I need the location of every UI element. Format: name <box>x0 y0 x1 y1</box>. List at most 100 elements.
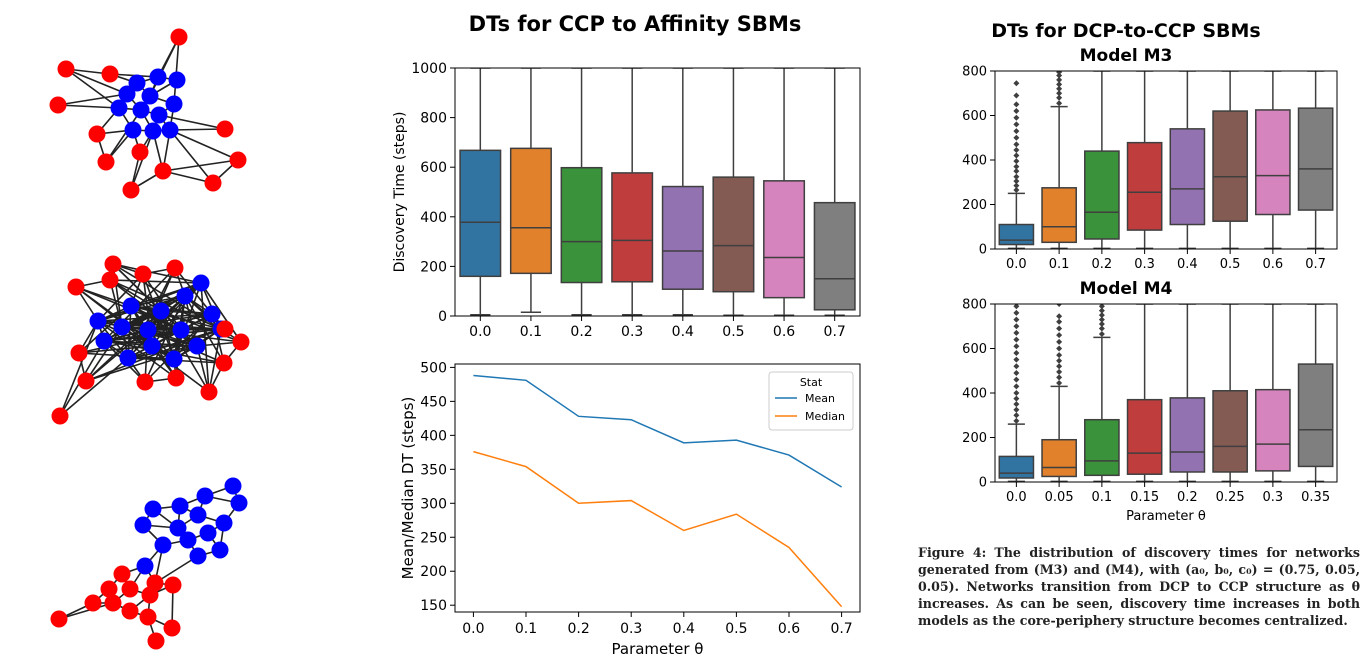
box-0.4 <box>1169 128 1206 226</box>
x-tick-label: 0.7 <box>824 324 846 340</box>
core-node <box>199 524 217 542</box>
series-line-median <box>473 450 843 608</box>
outlier-point <box>1013 406 1020 413</box>
x-tick-label: 0.6 <box>773 324 795 340</box>
mean-median-line-chart: 150 200 250 300 350 400 450 500 0.0 0.1 0.2 0.3 0.4 0… <box>399 360 861 658</box>
y-tick-label: 400 <box>420 210 447 226</box>
outlier-point <box>1056 313 1063 320</box>
y-tick-label: 400 <box>962 154 987 169</box>
outlier-point <box>1056 100 1063 107</box>
outlier-point <box>1013 168 1020 175</box>
outlier-point <box>1056 363 1063 370</box>
network-edge <box>174 267 213 315</box>
periphery-node <box>134 265 152 283</box>
core-node <box>149 68 167 86</box>
x-tick-label: 0.4 <box>672 324 694 340</box>
outlier-point <box>1013 304 1020 310</box>
box-0.0 <box>459 149 502 278</box>
periphery-node <box>122 181 140 199</box>
periphery-node <box>164 576 182 594</box>
x-tick-label: 0.1 <box>1049 257 1070 272</box>
y-tick-label: 0 <box>438 309 447 325</box>
outlier-point <box>1013 158 1020 165</box>
network-edge <box>130 130 154 191</box>
core-node <box>188 337 206 355</box>
outlier-point <box>1056 304 1063 307</box>
network-illustrations <box>49 28 250 650</box>
x-tick-label: 0.7 <box>830 621 852 637</box>
network-edge <box>127 267 176 359</box>
periphery-node <box>70 344 88 362</box>
periphery-node <box>51 407 69 425</box>
network-edge <box>105 109 142 163</box>
box-0.6 <box>763 180 806 299</box>
network-edge <box>97 320 177 379</box>
periphery-node <box>136 373 154 391</box>
network-edge <box>208 328 222 393</box>
periphery-node <box>200 383 218 401</box>
core-node <box>122 297 140 315</box>
box-0.05 <box>1041 438 1077 478</box>
network-edge <box>57 104 120 109</box>
outlier-point <box>1013 114 1020 121</box>
outlier-point <box>1013 383 1020 390</box>
x-tick-label: 0.4 <box>1177 257 1198 272</box>
core-node <box>141 87 159 105</box>
core-node <box>168 71 186 89</box>
periphery-node <box>84 594 102 612</box>
network-2 <box>51 255 250 425</box>
x-tick-label: 0.1 <box>1092 490 1113 505</box>
network-edge <box>162 159 239 172</box>
dcp-ccp-title: DTs for DCP-to-CCP SBMs <box>991 20 1260 42</box>
network-edge <box>144 313 213 383</box>
x-tick-label: 0.3 <box>1134 257 1155 272</box>
box-0.3 <box>1255 388 1291 472</box>
y-tick-label: 1000 <box>411 61 447 77</box>
outlier-point <box>1013 178 1020 185</box>
network-edge <box>142 273 182 331</box>
core-node <box>165 350 183 368</box>
periphery-node <box>77 372 95 390</box>
outlier-point <box>1013 309 1020 316</box>
outlier-point <box>1013 173 1020 180</box>
y-tick-label: 200 <box>420 564 447 580</box>
network-edge <box>59 320 99 417</box>
x-tick-label: 0.3 <box>620 621 642 637</box>
y-tick-label: 400 <box>962 387 987 402</box>
plot-frame <box>454 67 861 317</box>
y-tick-label: 600 <box>420 160 447 176</box>
outlier-point <box>1013 146 1020 153</box>
core-node <box>189 506 207 524</box>
core-node <box>161 121 179 139</box>
core-node <box>110 99 128 117</box>
outlier-point <box>1013 92 1020 99</box>
core-node <box>144 122 162 140</box>
core-node <box>215 514 233 532</box>
periphery-node <box>49 96 67 114</box>
dcp-ccp-charts: DTs for DCP-to-CCP SBMs Model M3 Model M… <box>962 20 1338 524</box>
box-0.7 <box>1297 107 1334 211</box>
network-edge <box>169 128 226 131</box>
outlier-point <box>1098 304 1105 310</box>
periphery-node <box>101 271 119 289</box>
core-node <box>128 74 146 92</box>
core-node <box>165 95 183 113</box>
outlier-point <box>1013 182 1020 189</box>
box-0.2 <box>560 166 603 284</box>
x-tick-label: 0.1 <box>515 621 537 637</box>
periphery-node <box>229 151 247 169</box>
x-tick-label: 0.0 <box>462 621 484 637</box>
x-tick-label: 0.4 <box>673 621 695 637</box>
x-tick-label: 0.6 <box>778 621 800 637</box>
periphery-node <box>104 255 122 273</box>
network-edge <box>109 279 162 312</box>
outlier-point <box>1013 343 1020 350</box>
outlier-point <box>1013 417 1020 424</box>
periphery-node <box>113 565 131 583</box>
x-tick-label: 0.0 <box>469 324 491 340</box>
series-line-mean <box>473 374 842 488</box>
core-node <box>203 305 221 323</box>
outlier-point <box>1056 332 1063 339</box>
outlier-point <box>1013 80 1020 87</box>
outlier-point <box>1056 325 1063 332</box>
